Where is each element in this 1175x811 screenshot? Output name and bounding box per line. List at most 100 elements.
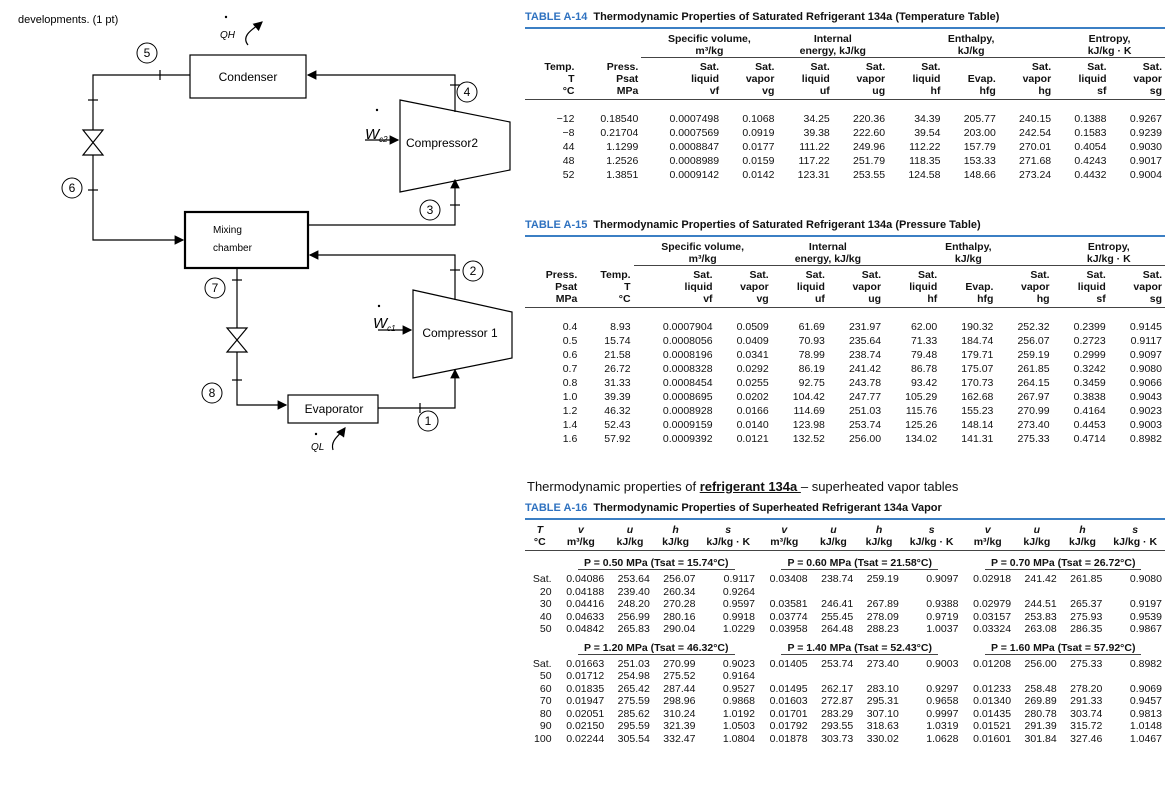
cell: 327.46: [1070, 732, 1103, 745]
symbol: u: [626, 524, 634, 536]
column-line: sf: [1097, 85, 1107, 97]
cell: 286.35: [1070, 623, 1103, 635]
cell: 278.20: [1070, 682, 1103, 695]
pipes: [81, 21, 513, 451]
cell: 0.4: [562, 321, 578, 333]
cell: 0.9264: [722, 585, 755, 598]
cell: 0.04842: [566, 623, 605, 635]
column-line: Sat.: [1086, 269, 1106, 281]
cell: 0.0009392: [662, 433, 713, 445]
cell: 288.23: [866, 623, 899, 635]
cell: 31.33: [604, 377, 631, 389]
table-label: TABLE A-14: [525, 11, 588, 23]
cell: 0.9097: [1129, 349, 1162, 361]
table-a15: TABLE A-15 Thermodynamic Properties of Sa…: [525, 216, 1165, 446]
condition-cell: P = 0.70 MPa (Tsat = 26.72°C): [961, 551, 1165, 574]
cell: 0.9023: [1129, 405, 1162, 417]
unit: kJ/kg: [1014, 536, 1060, 551]
ql-label: QL: [311, 442, 324, 453]
cell: 123.98: [792, 419, 825, 431]
unit: m³/kg: [554, 536, 608, 551]
table-caption: Thermodynamic Properties of Superheated …: [593, 502, 942, 514]
cell: 0.04416: [566, 598, 605, 610]
column-header: Temp. T °C: [525, 57, 578, 100]
cell: 1.6: [562, 433, 578, 445]
state-number: 7: [212, 281, 219, 295]
cell: 261.85: [1017, 363, 1050, 375]
cell: 1.0192: [722, 707, 755, 720]
column-line: Sat.: [1087, 61, 1107, 73]
unit: m³/kg: [757, 536, 811, 551]
data-row: 52 1.3851 0.0009142 0.0142 123.31 253.55 124.5…: [525, 168, 1165, 182]
cell: 0.01878: [769, 732, 808, 745]
cell: 0.9117: [1130, 335, 1162, 347]
group-line: Entropy,: [1087, 241, 1130, 253]
condition: P = 1.40 MPa (Tsat = 52.43°C): [781, 641, 938, 655]
cell: 1.0319: [926, 720, 959, 732]
symbol: h: [875, 524, 883, 536]
cell: 175.07: [961, 363, 994, 375]
cell: [856, 586, 902, 599]
cell: 315.72: [1070, 720, 1103, 732]
cell: 241.42: [1024, 573, 1057, 585]
cell: 0.7: [562, 363, 578, 375]
table-label: TABLE A-15: [525, 219, 588, 231]
cell: 0.0008989: [669, 155, 720, 167]
column-line: Sat.: [861, 269, 882, 281]
cell: 251.03: [617, 657, 650, 670]
cell: 1.2: [562, 405, 578, 417]
cell: 222.60: [853, 127, 886, 139]
data-row: 40 0.04633 256.99 280.16 0.9918 0.03774 255.45…: [525, 611, 1165, 624]
cell: [811, 586, 857, 599]
column-line: liquid: [909, 281, 938, 293]
cell: 251.03: [848, 405, 882, 417]
column-line: °C: [562, 85, 575, 97]
data-row: 0.8 31.33 0.0008454 0.0255 92.75 243.78 93.42 1…: [525, 376, 1165, 390]
cell: 0.9388: [926, 598, 959, 610]
cell: 303.73: [821, 732, 854, 745]
column-line: ug: [868, 293, 882, 305]
cell: 0.9719: [926, 610, 959, 623]
column-line: Temp.: [600, 269, 631, 281]
column-line: vf: [703, 293, 713, 305]
data-row: 48 1.2526 0.0008989 0.0159 117.22 251.79 118.3…: [525, 154, 1165, 168]
cell: 0.9868: [722, 695, 755, 707]
group-line: kJ/kg · K: [1086, 253, 1131, 265]
state-circle: [201, 382, 223, 404]
cell: 0.1068: [742, 113, 775, 125]
unit: kJ/kg: [810, 536, 857, 551]
cell: 0.9097: [926, 573, 959, 585]
valve-upper: [81, 129, 105, 156]
unit: kJ/kg · K: [901, 536, 962, 551]
cell: 273.40: [866, 657, 899, 670]
compressor2-label: Compressor2: [406, 136, 478, 150]
cell: 71.33: [910, 335, 938, 347]
cell: 34.39: [914, 113, 941, 125]
cell: 253.55: [853, 169, 886, 181]
cell: 162.68: [961, 391, 994, 403]
cell: 50: [539, 670, 552, 682]
cell: 0.01601: [973, 732, 1012, 745]
cell: 0.02979: [973, 598, 1012, 610]
column-line: uf: [819, 85, 830, 97]
cell: 269.89: [1024, 695, 1057, 707]
state-number: 6: [69, 181, 76, 195]
cell: 0.04188: [566, 585, 605, 598]
cell: 123.31: [797, 169, 830, 181]
cell: 57.92: [604, 433, 631, 445]
data-row: 30 0.04416 248.20 270.28 0.9597 0.03581 246.41…: [525, 598, 1165, 611]
column-line: liquid: [1078, 73, 1107, 85]
data-row: 20 0.04188 239.40 260.34 0.9264: [525, 586, 1165, 599]
cell: 93.42: [910, 377, 938, 389]
cell: 1.0503: [722, 720, 755, 732]
cell: 0.0008056: [662, 335, 713, 347]
caption-text: Thermodynamic properties of: [527, 479, 700, 494]
column-header: Sat. vapor vg: [722, 57, 778, 100]
column-line: vapor: [1020, 281, 1050, 293]
cell: 256.07: [663, 573, 696, 585]
cell: 262.17: [821, 682, 854, 695]
column-header: Sat. vapor ug: [827, 265, 885, 308]
column-row: Press. Psat MPa Temp. T °C Sat. liquid vf Sat. vap…: [525, 265, 1165, 308]
column-line: Sat.: [865, 61, 886, 73]
data-row: 90 0.02150 295.59 321.39 1.0503 0.01792 293.55…: [525, 720, 1165, 733]
